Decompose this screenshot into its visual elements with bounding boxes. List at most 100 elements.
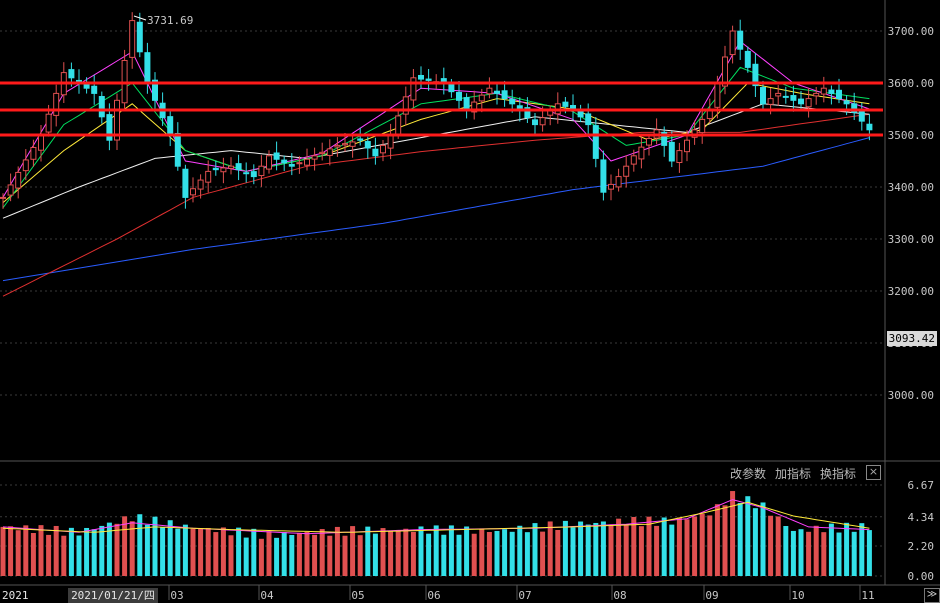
volume-tick-label: 6.67 — [908, 479, 935, 492]
volume-bar — [752, 508, 758, 576]
volume-bar — [707, 515, 713, 576]
volume-bar — [692, 516, 698, 576]
candle-body — [600, 159, 607, 193]
volume-bar — [593, 522, 599, 576]
candle-body — [220, 167, 227, 173]
candle-body — [615, 176, 622, 188]
candle-body — [22, 159, 29, 172]
candle-body — [532, 119, 538, 126]
candle-body — [646, 137, 652, 146]
candle-body — [676, 150, 683, 163]
candle-body — [775, 92, 782, 97]
volume-bar — [638, 526, 644, 576]
volume-bar — [418, 526, 424, 576]
volume-bar — [836, 532, 842, 576]
candle-body — [190, 188, 196, 196]
candle-body — [539, 117, 546, 126]
volume-bar — [494, 530, 500, 576]
candle-body — [144, 52, 151, 84]
candle-body — [699, 118, 706, 134]
volume-bar — [319, 529, 325, 576]
volume-bar — [8, 526, 14, 576]
candle-body — [509, 98, 516, 105]
candle-body — [334, 144, 341, 148]
volume-bar — [768, 515, 774, 576]
candle-body — [243, 172, 250, 175]
candle-body — [106, 114, 113, 141]
volume-bars[interactable] — [0, 491, 872, 576]
candle-body — [760, 87, 766, 105]
volume-bar — [15, 530, 21, 576]
crosshair-date-box: 2021/01/21/四 — [68, 588, 158, 603]
volume-bar — [304, 531, 310, 576]
volume-bar — [327, 535, 333, 576]
candle-body — [866, 123, 873, 131]
volume-bar — [68, 527, 74, 576]
volume-bar — [167, 520, 173, 576]
month-label: 06 — [427, 589, 440, 602]
volume-bar — [357, 535, 363, 576]
volume-bar — [30, 532, 36, 576]
candle-body — [197, 179, 204, 190]
candle-body — [608, 183, 614, 190]
volume-bar — [213, 532, 219, 576]
volume-bar — [395, 530, 401, 576]
candle-body — [326, 148, 333, 156]
volume-bar — [684, 519, 690, 576]
volume-bar — [160, 527, 166, 576]
candle-body — [843, 100, 850, 105]
volume-bar — [137, 514, 143, 576]
ma-line-ma60 — [2, 103, 870, 219]
volume-bar — [410, 531, 416, 576]
candle-body — [304, 158, 310, 166]
candle-body — [387, 134, 394, 149]
candle-body — [456, 91, 462, 101]
volume-bar — [517, 525, 523, 576]
volume-bar — [23, 525, 29, 576]
candle-body — [273, 152, 280, 160]
volume-bar — [281, 532, 287, 576]
month-label: 05 — [351, 589, 364, 602]
candle-body — [395, 115, 402, 135]
candle-body — [0, 196, 6, 199]
volume-bar — [623, 525, 629, 576]
candle-body — [266, 155, 272, 170]
swap-indicator-button[interactable]: 换指标 — [820, 467, 857, 481]
add-indicator-button[interactable]: 加指标 — [775, 467, 812, 481]
support-resistance-lines[interactable] — [0, 81, 883, 137]
volume-bar — [798, 529, 804, 576]
volume-bar — [524, 532, 530, 576]
volume-tick-label: 4.34 — [908, 511, 935, 524]
scroll-right-icon[interactable]: ≫ — [924, 588, 940, 603]
candle-body — [235, 163, 242, 171]
modify-params-button[interactable]: 改参数 — [730, 467, 767, 481]
volume-bar — [220, 527, 226, 576]
volume-bar — [53, 525, 59, 576]
volume-ma-lines — [2, 499, 870, 535]
candle-body — [714, 82, 721, 108]
candle-body — [630, 155, 637, 165]
volume-bar — [760, 502, 766, 576]
candle-body — [91, 85, 98, 94]
volume-bar — [152, 516, 158, 576]
month-label: 10 — [791, 589, 804, 602]
volume-bar — [129, 521, 135, 576]
candle-body — [281, 159, 288, 164]
volume-bar — [844, 522, 850, 576]
volume-bar — [616, 518, 622, 576]
ma-line-ma10 — [2, 40, 870, 198]
volume-bar — [426, 533, 432, 576]
candle-body — [828, 89, 835, 94]
volume-bar — [251, 528, 257, 576]
volume-bar — [471, 533, 477, 576]
month-label: 03 — [170, 589, 183, 602]
candle-body — [296, 162, 303, 165]
candle-body — [767, 98, 774, 105]
volume-bar — [190, 528, 196, 576]
volume-bar — [46, 534, 52, 576]
volume-bar — [532, 523, 538, 576]
close-indicator-icon[interactable]: × — [866, 465, 881, 480]
volume-bar — [342, 535, 348, 576]
